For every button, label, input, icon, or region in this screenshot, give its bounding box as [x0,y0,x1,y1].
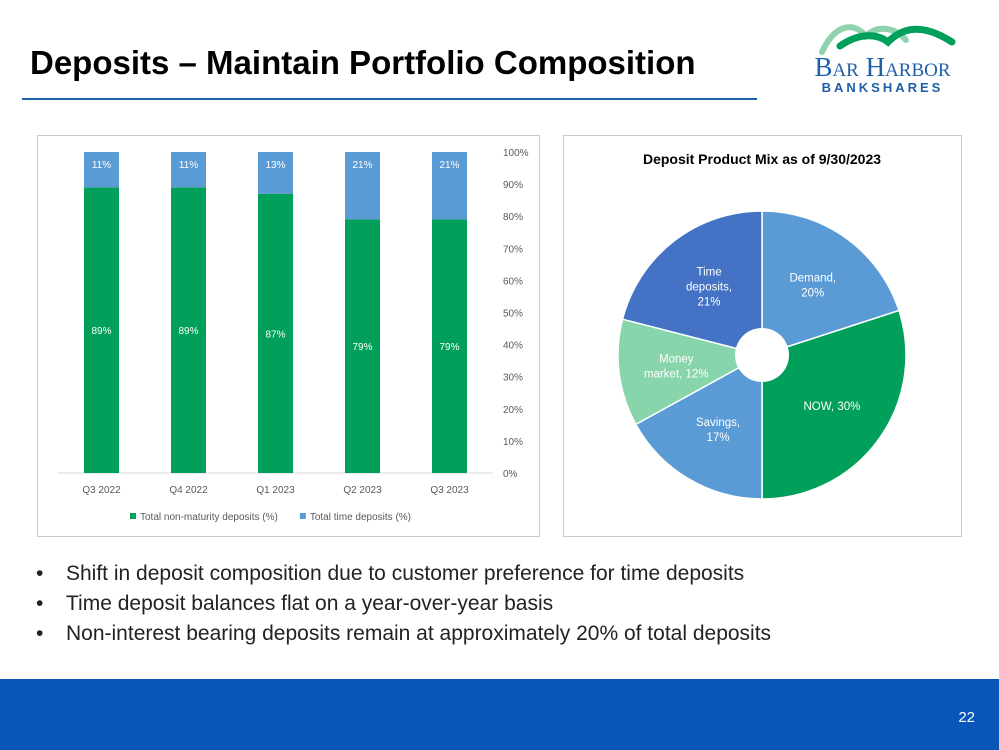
bar-segment [258,152,293,194]
slide-title: Deposits – Maintain Portfolio Compositio… [30,44,696,81]
bar-segment [171,187,206,473]
bar-data-label: 87% [265,329,285,340]
bar-segment [345,152,380,220]
pie-chart-title: Deposit Product Mix as of 9/30/2023 [643,151,881,167]
legend-swatch [130,513,136,519]
y-tick-label: 60% [503,276,523,287]
y-tick-label: 40% [503,341,523,352]
y-tick-label: 10% [503,437,523,448]
pie-slice [761,210,900,357]
pie-slice [621,210,763,356]
bar-segment [345,219,380,473]
bar-data-label: 13% [265,160,285,171]
bar-segment [171,152,206,188]
y-tick-label: 70% [503,244,523,255]
deposit-mix-pie-chart: Deposit Product Mix as of 9/30/2023 Deman… [617,151,907,500]
legend-swatch [299,513,306,519]
logo-wordmark: Bar Harbor [814,52,951,82]
bullet-list: Shift in deposit composition due to cust… [36,559,771,649]
pie-slice-label: market, 12% [644,368,709,380]
bar-segment [84,152,119,188]
x-tick-label: Q3 2022 [82,485,121,496]
pie-chart-panel: Deposit Product Mix as of 9/30/2023 Deman… [563,135,962,537]
footer-bar: 22 [0,679,999,750]
page-number: 22 [958,709,975,726]
bar-data-label: 89% [178,326,198,337]
stacked-bar-chart: 0% 10% 20% 30% 40% 50% 60% 70% 80% 90% 100% 89% 11% Q… [58,148,529,523]
y-tick-label: 100% [503,148,529,159]
legend-label: Total non-maturity deposits (%) [140,512,278,523]
bar-segment [432,152,467,220]
pie-slice-label: Savings, [696,417,740,429]
x-tick-label: Q4 2022 [169,485,208,496]
y-tick-label: 90% [503,180,523,191]
legend-label: Total time deposits (%) [310,512,411,523]
y-tick-label: 0% [503,469,518,480]
title-underline [22,98,757,100]
bar-data-label: 21% [352,160,372,171]
pie-slice [634,353,763,500]
bar-data-label: 11% [179,160,198,171]
bar-data-label: 89% [91,326,111,337]
x-tick-label: Q3 2023 [430,485,469,496]
y-tick-label: 50% [503,309,523,320]
bar-harbor-logo: Bar Harbor BANKSHARES [800,12,965,102]
pie-slice-label: Money [659,353,694,365]
x-tick-label: Q1 2023 [256,485,295,496]
pie-slice-label: Time [696,267,721,279]
y-tick-label: 20% [503,405,523,416]
bar-data-label: 79% [439,342,459,353]
stacked-bar-chart-panel: 0% 10% 20% 30% 40% 50% 60% 70% 80% 90% 100% 89% 11% Q… [37,135,540,537]
bar-segment [258,193,293,474]
y-tick-label: 80% [503,212,523,223]
donut-hole [735,328,789,382]
x-tick-label: Q2 2023 [343,485,382,496]
y-tick-label: 30% [503,373,523,384]
pie-slice [761,309,907,500]
pie-slice-label: Demand, [789,273,836,285]
bullet-item: Non-interest bearing deposits remain at … [36,619,771,649]
bar-data-label: 79% [352,342,372,353]
bar-data-label: 21% [439,160,459,171]
pie-slice-label: deposits, [686,282,732,294]
pie-slice-label: 21% [698,297,721,309]
bullet-item: Shift in deposit composition due to cust… [36,559,771,589]
bar-data-label: 11% [92,160,111,171]
bullet-item: Time deposit balances flat on a year-ove… [36,589,771,619]
pie-slice-label: NOW, 30% [803,401,860,413]
bar-segment [432,219,467,473]
pie-slice [617,318,765,426]
mountain-logo-icon [819,24,956,55]
logo-subtitle: BANKSHARES [821,80,944,95]
pie-slice-label: 20% [801,288,824,300]
bar-segment [84,187,119,473]
pie-slice-label: 17% [707,432,730,444]
